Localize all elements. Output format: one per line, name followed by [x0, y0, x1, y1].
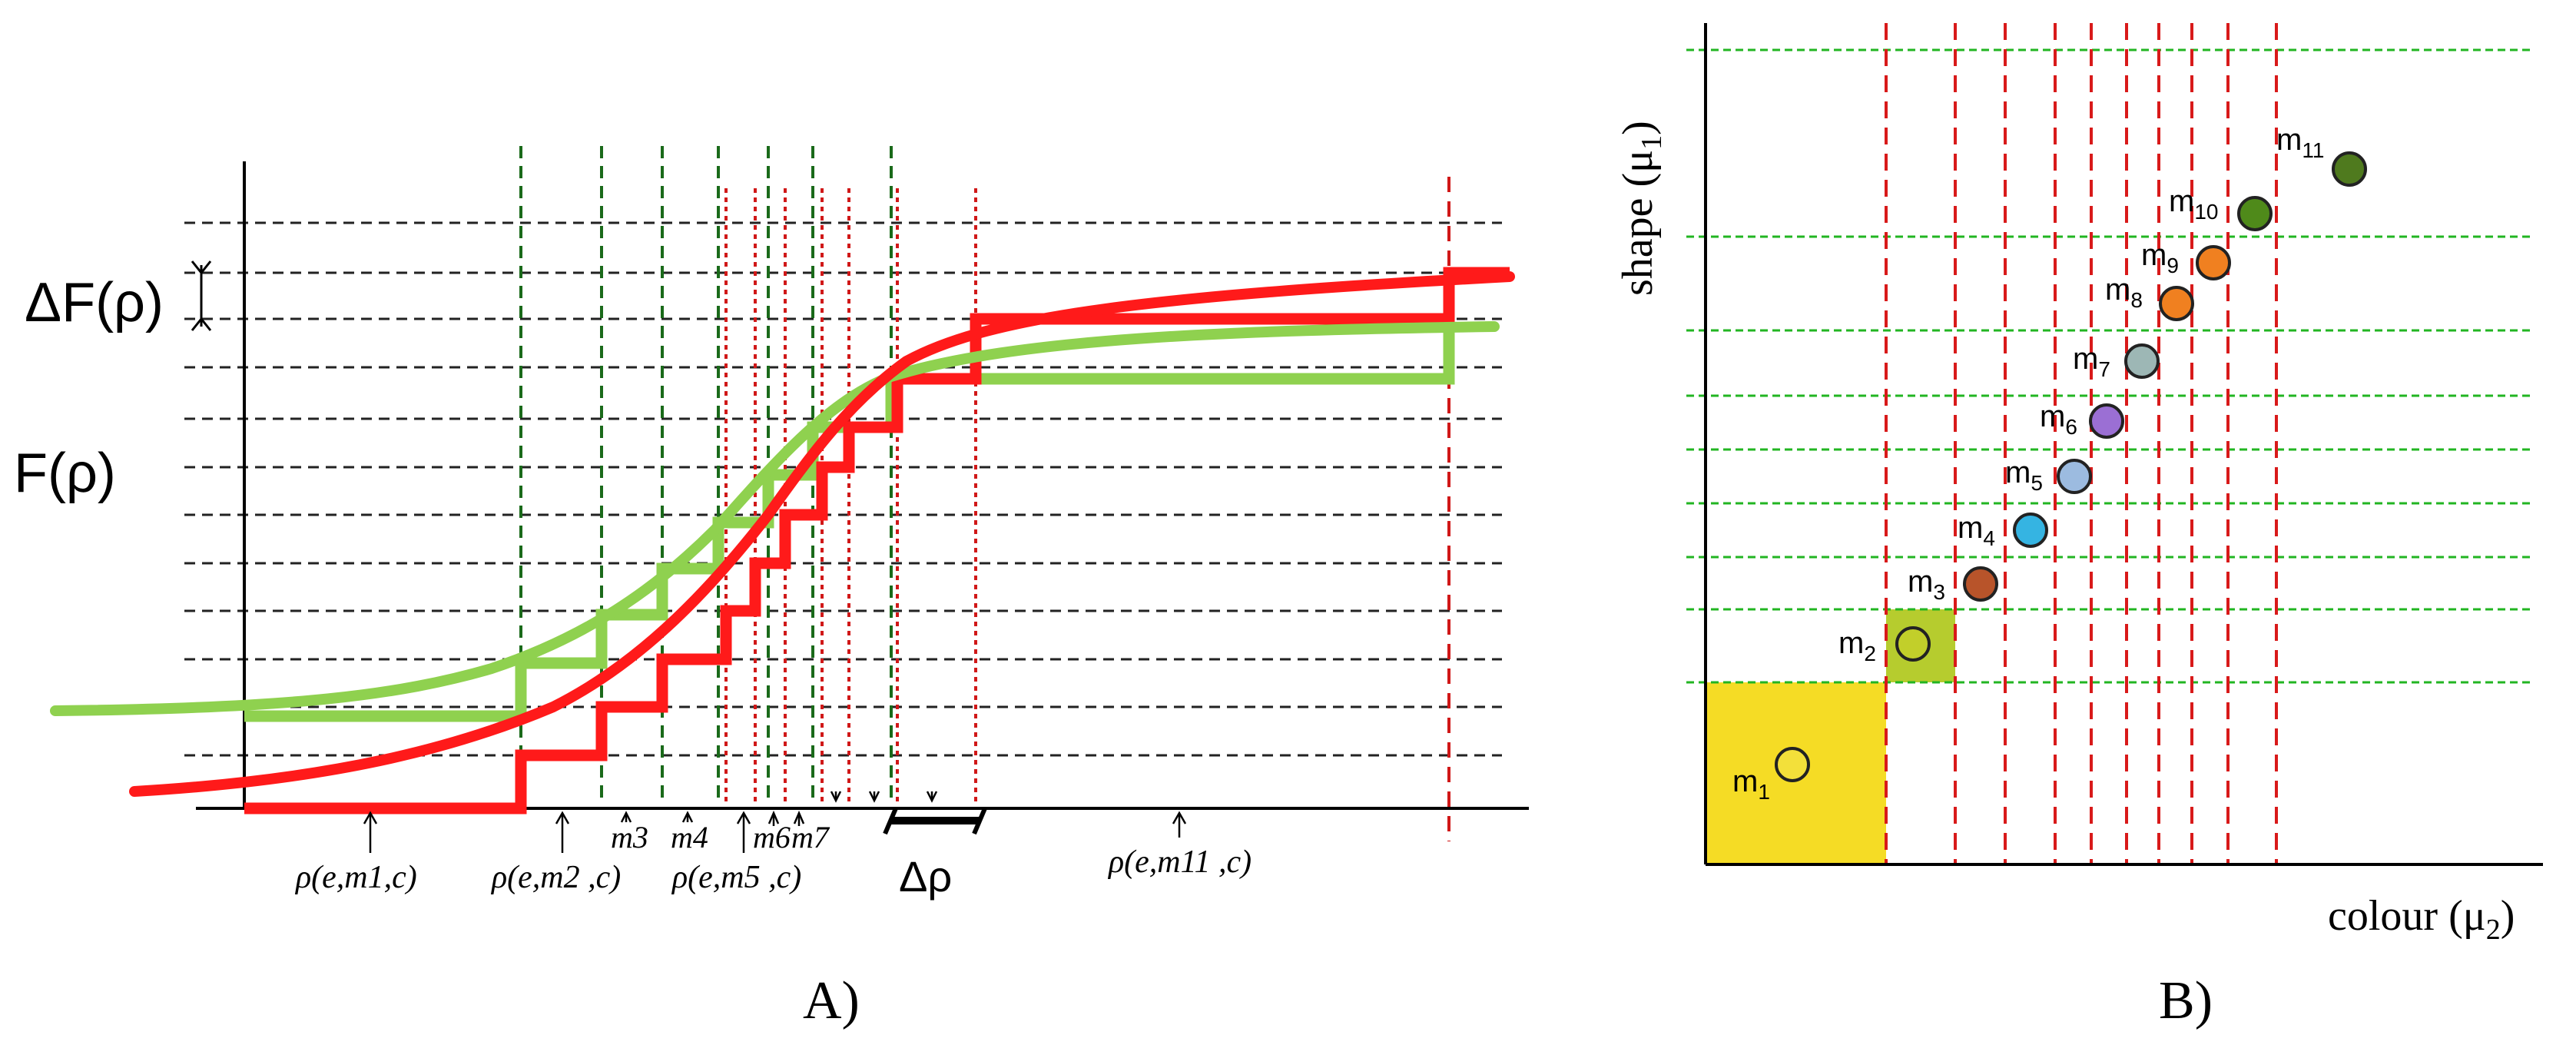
label-m5: m5: [2005, 456, 2043, 495]
label-m11: m11: [2276, 123, 2324, 162]
f-rho-label: F(ρ): [14, 443, 116, 504]
point-m2: [1895, 626, 1931, 662]
panel-b-points: [1775, 151, 2367, 782]
label-m7: m7: [2073, 342, 2110, 381]
y-axis-title: shape (μ1): [1614, 121, 1668, 296]
delta-f-label: ΔF(ρ): [25, 272, 164, 333]
m3-tick-label: m3: [611, 820, 648, 854]
point-m11: [2332, 151, 2367, 187]
rho-m5-label: ρ(e,m5 ,c): [671, 860, 801, 895]
sub-m7: 7: [2098, 357, 2110, 381]
panel-b-green-grid: [1686, 48, 2531, 684]
sub-m5: 5: [2031, 471, 2043, 495]
panel-a-horizontal-grid: [184, 221, 1502, 757]
sub-m9: 9: [2167, 254, 2179, 277]
point-m1: [1775, 747, 1810, 782]
sub-m11: 11: [2302, 138, 2324, 162]
point-m3: [1963, 566, 1998, 602]
panel-b-point-labels: m1 m2 m3 m4 m5 m6 m7 m8 m9 m10 m11: [1732, 123, 2324, 804]
red-cdf-curve: [129, 271, 1515, 797]
panel-a-axis-arrows: [363, 791, 1187, 853]
sub-m6: 6: [2065, 415, 2077, 439]
point-m8: [2159, 286, 2194, 321]
point-m9: [2196, 245, 2231, 280]
panel-b-caption: B): [2159, 971, 2213, 1030]
delta-rho-label: Δρ: [899, 852, 952, 901]
sub-m4: 4: [1983, 526, 1995, 550]
label-m4: m4: [1958, 511, 1995, 550]
sub-m3: 3: [1933, 580, 1945, 604]
panel-a: ΔF(ρ) F(ρ) Δρ ρ(e,m1,c) ρ(e,m2 ,c) ρ(e,m…: [14, 146, 1529, 1030]
sub-m1: 1: [1758, 780, 1770, 804]
panel-b: m1 m2 m3 m4 m5 m6 m7 m8 m9 m10 m11 colou…: [1614, 23, 2543, 1030]
sub-m10: 10: [2194, 200, 2218, 224]
rho-m11-label: ρ(e,m11 ,c): [1107, 844, 1252, 880]
delta-f-brace: [191, 260, 212, 331]
label-m2: m2: [1838, 626, 1876, 665]
m7-tick-label: m7: [791, 820, 830, 854]
label-m1: m1: [1732, 765, 1770, 804]
point-m6: [2089, 403, 2124, 439]
point-m7: [2124, 343, 2160, 379]
x-axis-title: colour (μ2): [2328, 892, 2515, 946]
panel-a-caption: A): [803, 971, 860, 1030]
point-m5: [2057, 459, 2092, 494]
green-cdf-curve: [50, 321, 1500, 716]
rho-m2-label: ρ(e,m2 ,c): [490, 860, 621, 895]
label-m3: m3: [1908, 565, 1945, 604]
panel-a-green-dividers: [519, 146, 893, 803]
rho-m1-label: ρ(e,m1,c): [294, 860, 417, 895]
panel-b-red-grid: [1885, 23, 2278, 864]
red-step-function: [244, 267, 1510, 814]
sub-m2: 2: [1864, 642, 1876, 665]
label-m10: m10: [2169, 184, 2218, 224]
delta-rho-bar-left-cap: [883, 807, 898, 835]
point-m10: [2237, 196, 2273, 231]
m4-tick-label: m4: [671, 820, 708, 854]
m6-tick-label: m6: [753, 820, 791, 854]
point-m4: [2013, 513, 2048, 548]
sub-m8: 8: [2130, 288, 2143, 312]
label-m8: m8: [2105, 273, 2143, 312]
label-m6: m6: [2040, 400, 2077, 439]
delta-rho-bar-right-cap: [972, 807, 987, 835]
label-m9: m9: [2141, 238, 2179, 277]
